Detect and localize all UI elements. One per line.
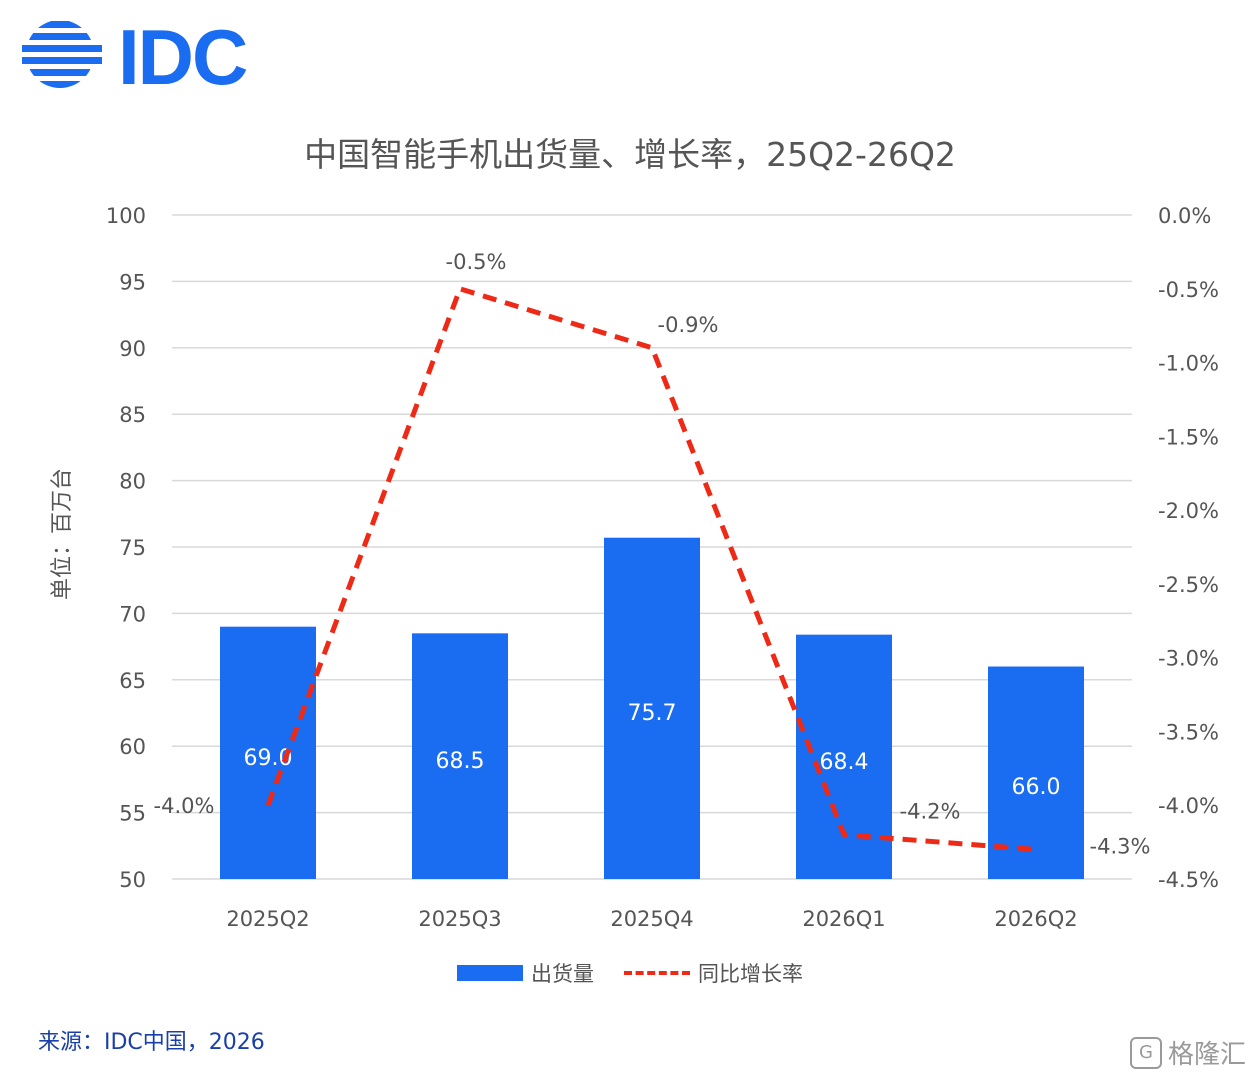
bar — [412, 633, 508, 879]
y-left-tick-label: 80 — [119, 470, 146, 494]
watermark-text: 格隆汇 — [1167, 1040, 1246, 1070]
bar-data-label: 68.4 — [820, 750, 869, 775]
y-right-tick-label: -4.0% — [1158, 794, 1219, 818]
bar-data-label: 66.0 — [1012, 775, 1061, 800]
bar — [796, 634, 892, 879]
y-right-tick-label: -2.0% — [1158, 499, 1219, 523]
legend-item-shipments: 出货量 — [457, 958, 594, 988]
y-left-tick-label: 55 — [119, 802, 146, 826]
bar — [604, 537, 700, 879]
watermark-logo-icon: G — [1129, 1036, 1162, 1069]
x-tick-label: 2026Q2 — [994, 907, 1077, 931]
line-data-label: -4.0% — [154, 794, 215, 818]
y-left-tick-label: 50 — [119, 868, 146, 892]
growth-line — [265, 286, 1037, 852]
bar — [220, 626, 316, 879]
y-left-tick-label: 65 — [119, 669, 146, 693]
source-note: 来源：IDC中国，2026 — [38, 1030, 265, 1055]
y-right-tick-label: -3.5% — [1158, 720, 1219, 744]
bar-data-label: 75.7 — [628, 701, 677, 726]
line-data-label: -0.5% — [446, 250, 507, 274]
y-right-tick-label: -1.5% — [1158, 425, 1219, 449]
y-left-tick-label: 75 — [119, 536, 146, 560]
legend-item-growth: 同比增长率 — [624, 958, 803, 988]
legend-dash-swatch — [624, 971, 690, 975]
x-tick-label: 2026Q1 — [802, 907, 885, 931]
bar — [988, 666, 1084, 879]
y-right-tick-label: -2.5% — [1158, 573, 1219, 597]
y-right-tick-label: -1.0% — [1158, 352, 1219, 376]
y-left-tick-label: 100 — [106, 204, 146, 228]
legend-shipments-label: 出货量 — [531, 962, 594, 986]
legend-growth-label: 同比增长率 — [698, 962, 803, 986]
idc-globe-icon — [22, 21, 102, 88]
line-data-label: -4.3% — [1090, 834, 1151, 858]
x-tick-label: 2025Q4 — [610, 907, 693, 931]
y-left-tick-label: 60 — [119, 735, 146, 759]
y-left-tick-label: 70 — [119, 602, 146, 626]
x-tick-label: 2025Q3 — [418, 907, 501, 931]
y-left-tick-label: 95 — [119, 270, 146, 294]
legend: 出货量 同比增长率 — [0, 958, 1260, 988]
chart-title: 中国智能手机出货量、增长率，25Q2-26Q2 — [304, 135, 956, 174]
y-right-tick-label: -4.5% — [1158, 868, 1219, 892]
y-left-tick-label: 85 — [119, 403, 146, 427]
y-right-tick-label: -0.5% — [1158, 278, 1219, 302]
bar-data-label: 68.5 — [436, 749, 485, 774]
legend-bar-swatch — [457, 965, 523, 981]
line-data-label: -4.2% — [900, 800, 961, 824]
y-right-tick-label: -3.0% — [1158, 647, 1219, 671]
logo-text: IDC — [118, 13, 248, 101]
line-data-label: -0.9% — [658, 313, 719, 337]
y-left-tick-label: 90 — [119, 337, 146, 361]
y-right-tick-label: 0.0% — [1158, 204, 1211, 228]
idc-logo: IDC — [22, 16, 252, 96]
watermark: G 格隆汇 — [1129, 1034, 1246, 1071]
x-tick-label: 2025Q2 — [226, 907, 309, 931]
